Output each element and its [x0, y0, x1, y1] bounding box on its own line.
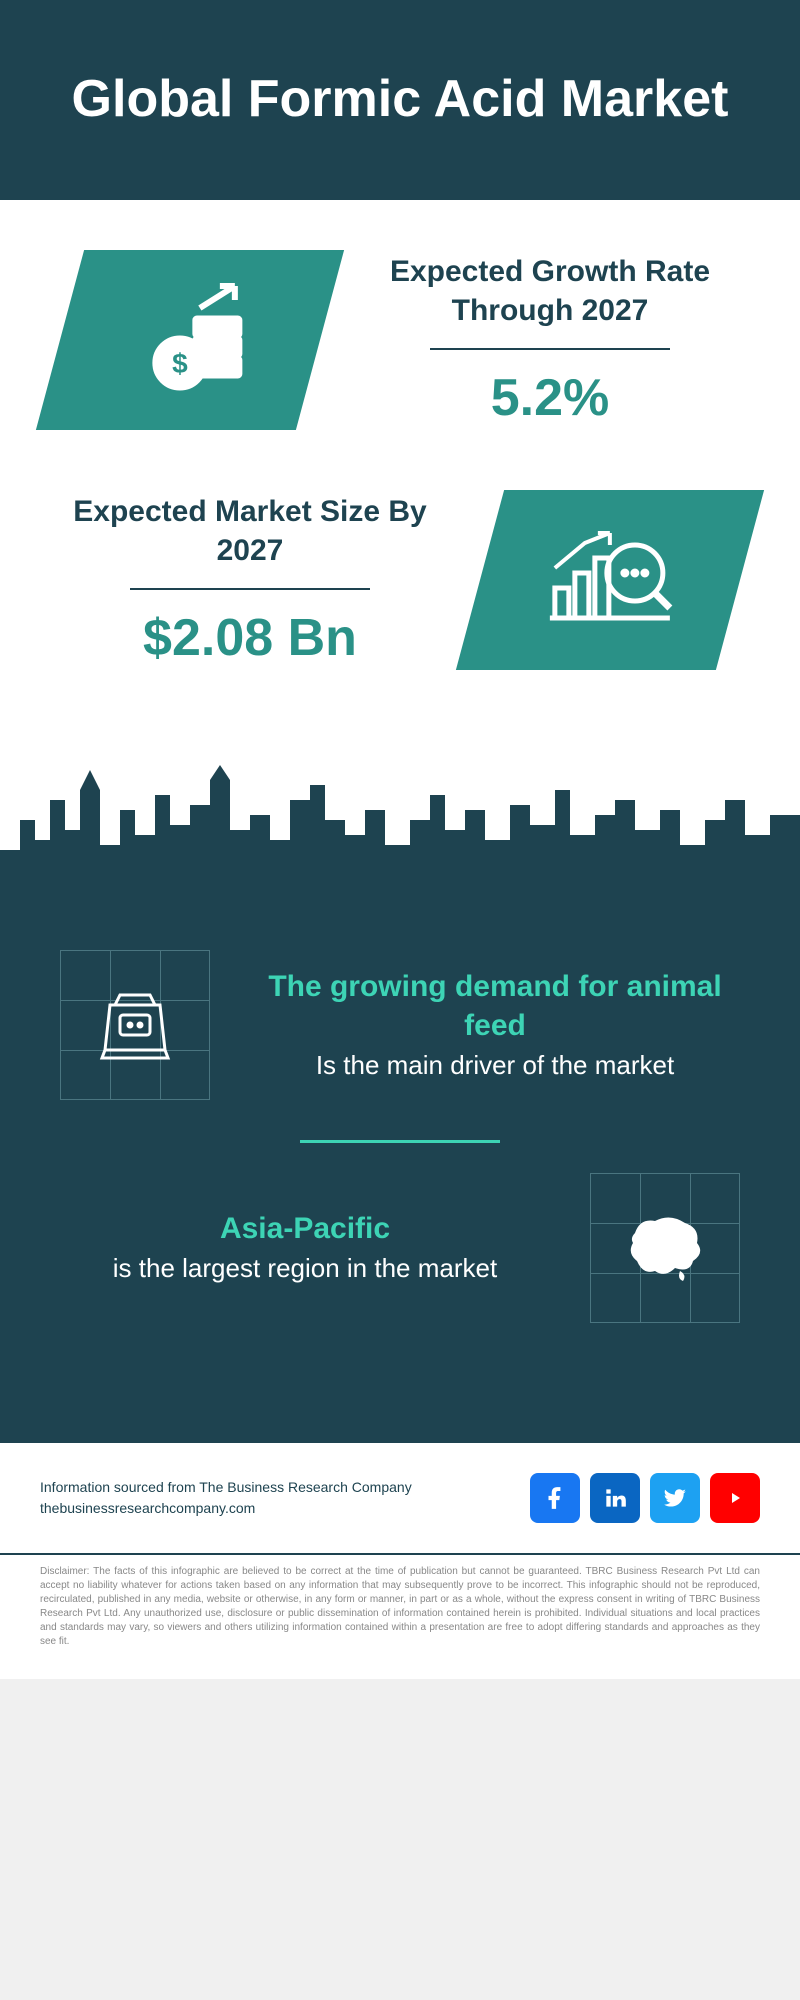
grid-icon-box [590, 1173, 740, 1323]
youtube-icon[interactable] [710, 1473, 760, 1523]
header-section: Global Formic Acid Market [0, 0, 800, 200]
footer-source-line1: Information sourced from The Business Re… [40, 1477, 412, 1498]
stat-label: Expected Market Size By 2027 [60, 492, 440, 570]
footer-source-line2: thebusinessresearchcompany.com [40, 1498, 412, 1519]
stat-text-market-size: Expected Market Size By 2027 $2.08 Bn [60, 492, 440, 668]
insights-section: The growing demand for animal feed Is th… [0, 910, 800, 1443]
insight-row-region: Asia-Pacific is the largest region in th… [60, 1173, 740, 1323]
footer-source: Information sourced from The Business Re… [40, 1477, 412, 1519]
stat-icon-box [456, 490, 764, 670]
insight-sub: Is the main driver of the market [250, 1049, 740, 1083]
footer-section: Information sourced from The Business Re… [0, 1443, 800, 1553]
stat-value: 5.2% [360, 368, 740, 428]
stat-row-growth: $ Expected Growth Rate Through 2027 5.2% [60, 250, 740, 430]
chart-magnify-icon [540, 517, 680, 637]
stat-row-market-size: Expected Market Size By 2027 $2.08 Bn [60, 490, 740, 670]
disclaimer-section: Disclaimer: The facts of this infographi… [0, 1553, 800, 1679]
money-growth-icon: $ [125, 277, 255, 397]
divider [300, 1140, 500, 1143]
insight-sub: is the largest region in the market [60, 1252, 550, 1286]
insight-highlight: The growing demand for animal feed [250, 967, 740, 1045]
infographic-container: Global Formic Acid Market $ [0, 0, 800, 1679]
insight-text-driver: The growing demand for animal feed Is th… [250, 967, 740, 1083]
stat-label: Expected Growth Rate Through 2027 [360, 252, 740, 330]
asia-map-icon [615, 1203, 715, 1293]
skyline-graphic [0, 760, 800, 910]
facebook-icon[interactable] [530, 1473, 580, 1523]
insight-highlight: Asia-Pacific [60, 1209, 550, 1248]
stat-icon-box: $ [36, 250, 344, 430]
animal-feed-icon [90, 980, 180, 1070]
stats-section: $ Expected Growth Rate Through 2027 5.2% [0, 200, 800, 760]
stat-value: $2.08 Bn [60, 608, 440, 668]
divider [430, 348, 670, 350]
divider [130, 588, 370, 590]
disclaimer-text: Disclaimer: The facts of this infographi… [40, 1565, 760, 1649]
twitter-icon[interactable] [650, 1473, 700, 1523]
grid-icon-box [60, 950, 210, 1100]
insight-text-region: Asia-Pacific is the largest region in th… [60, 1209, 550, 1286]
insight-row-driver: The growing demand for animal feed Is th… [60, 950, 740, 1100]
page-title: Global Formic Acid Market [40, 70, 760, 130]
social-icons [530, 1473, 760, 1523]
linkedin-icon[interactable] [590, 1473, 640, 1523]
svg-text:$: $ [172, 347, 188, 378]
stat-text-growth: Expected Growth Rate Through 2027 5.2% [360, 252, 740, 428]
